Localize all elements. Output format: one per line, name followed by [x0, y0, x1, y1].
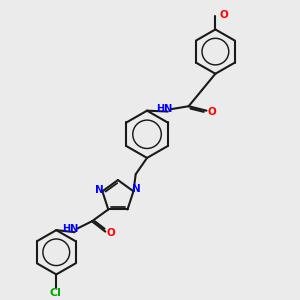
Text: O: O — [106, 228, 115, 238]
Text: N: N — [95, 185, 104, 195]
Text: O: O — [219, 10, 228, 20]
Text: O: O — [207, 107, 216, 117]
Text: HN: HN — [156, 103, 172, 114]
Text: Cl: Cl — [50, 288, 62, 298]
Text: N: N — [132, 184, 141, 194]
Text: HN: HN — [62, 224, 79, 234]
